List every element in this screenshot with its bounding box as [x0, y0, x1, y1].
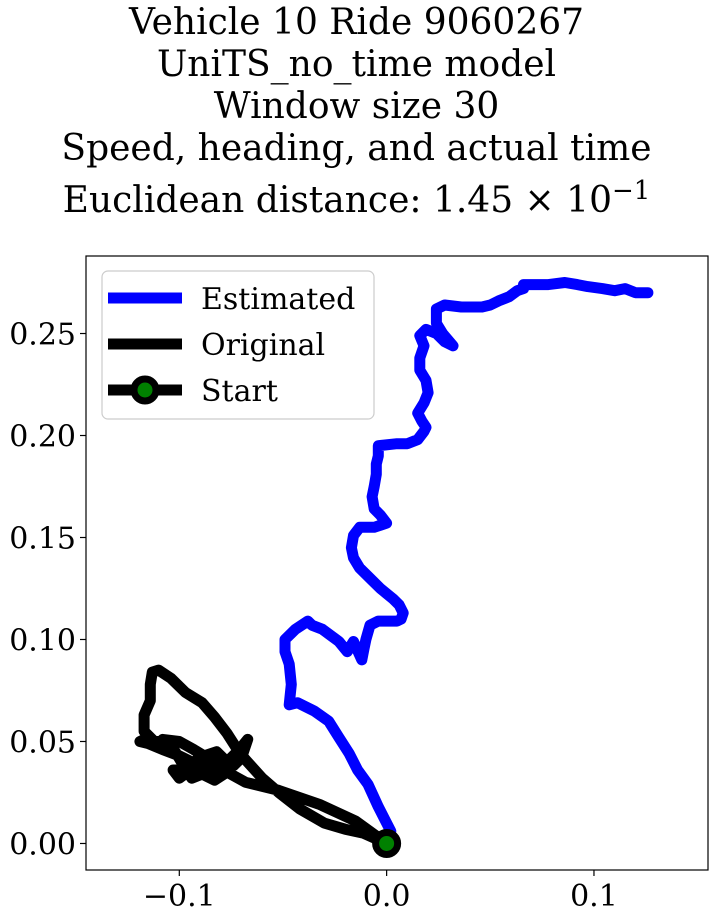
- title-line-5: Euclidean distance: 1.45 × 10−1: [0, 170, 713, 222]
- legend-box: [101, 270, 375, 420]
- axes-frame: [85, 255, 709, 871]
- x-tick-label: 0.1: [570, 879, 618, 914]
- series-line-original: [134, 664, 393, 849]
- y-tick-label: 0.00: [9, 827, 76, 862]
- y-tick-label: 0.05: [9, 725, 76, 760]
- title-line-3: Window size 30: [213, 86, 500, 127]
- legend-label-start: Start: [201, 374, 278, 409]
- chart-title: Vehicle 10 Ride 9060267 UniTS_no_time mo…: [0, 2, 713, 222]
- legend-label-original: Original: [201, 328, 325, 363]
- title-line-4: Speed, heading, and actual time: [61, 128, 652, 169]
- y-tick-label: 0.25: [9, 318, 76, 353]
- y-tick-label: 0.20: [9, 420, 76, 455]
- title-line-1: Vehicle 10 Ride 9060267: [128, 2, 585, 43]
- series-line-estimated: [279, 277, 654, 849]
- title-exponent: −1: [611, 176, 651, 206]
- title-line-2: UniTS_no_time model: [156, 44, 557, 85]
- x-tick-label: −0.1: [143, 879, 216, 914]
- y-tick-label: 0.15: [9, 522, 76, 557]
- start-marker: [372, 828, 402, 858]
- x-tick-label: 0.0: [363, 879, 411, 914]
- title-distance-text: Euclidean distance: 1.45 × 10: [62, 180, 612, 221]
- y-tick-label: 0.10: [9, 623, 76, 658]
- legend-start-marker: [130, 375, 160, 405]
- legend-label-estimated: Estimated: [201, 282, 355, 317]
